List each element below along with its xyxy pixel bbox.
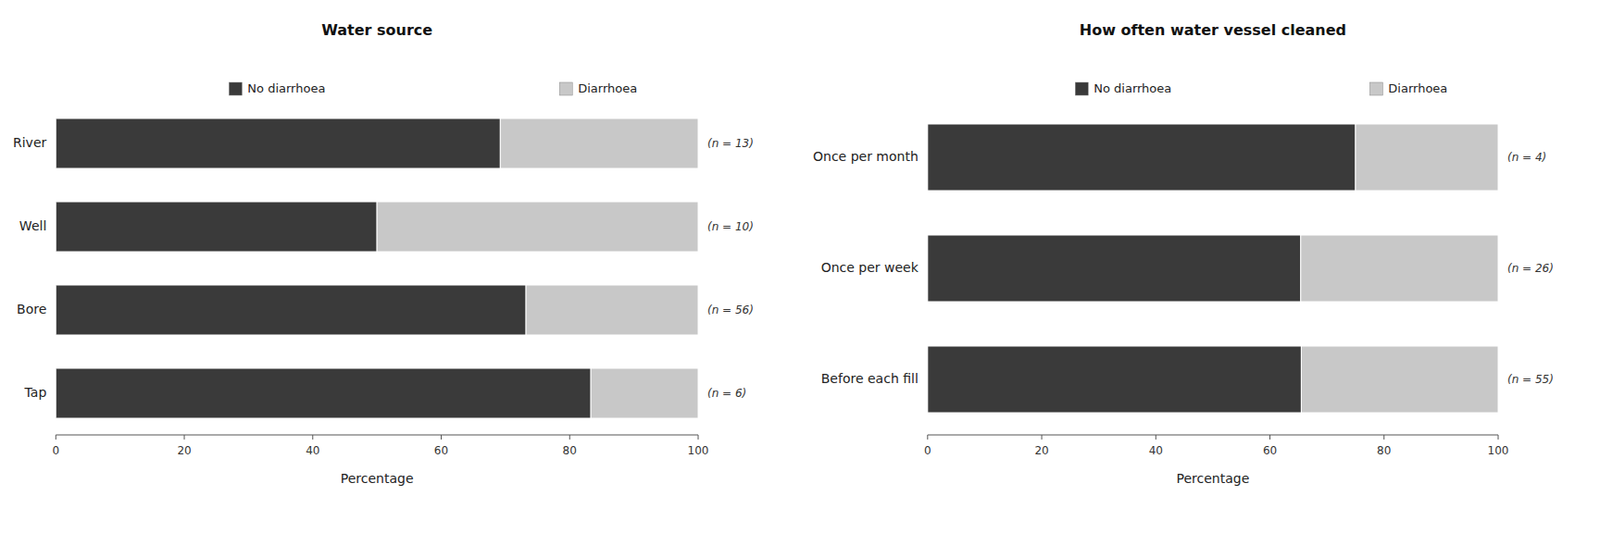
x-axis: 0 20 40 60 80 100 bbox=[51, 435, 709, 458]
tick-mark bbox=[440, 435, 442, 440]
legend-item: Diarrhoea bbox=[559, 81, 638, 97]
annotation: (n = 10) bbox=[707, 220, 754, 234]
axis-line bbox=[55, 435, 699, 437]
panel: Once per month Once per week Before each f… bbox=[812, 21, 1554, 487]
tick-mark bbox=[1383, 435, 1385, 440]
annotation: (n = 26) bbox=[1507, 262, 1554, 275]
tick-mark bbox=[1041, 435, 1043, 440]
category-label: Once per week bbox=[821, 260, 920, 275]
tick-label: 40 bbox=[1149, 444, 1163, 458]
tick-label: 20 bbox=[176, 444, 191, 458]
bar-segment bbox=[927, 346, 1302, 413]
bar-segment bbox=[55, 201, 377, 252]
x-axis-label: Percentage bbox=[340, 471, 414, 487]
legend-item: No diarrhoea bbox=[1075, 81, 1172, 97]
legend-label: No diarrhoea bbox=[247, 81, 325, 96]
tick-mark bbox=[698, 435, 700, 440]
bar-segment bbox=[55, 118, 500, 169]
legend-item: Diarrhoea bbox=[1369, 81, 1448, 97]
tick-label: 60 bbox=[434, 444, 449, 458]
bars bbox=[927, 124, 1499, 413]
bar-segment bbox=[376, 201, 699, 252]
tick-mark bbox=[312, 435, 313, 440]
x-axis: 0 20 40 60 80 100 bbox=[924, 435, 1509, 458]
chart-title: Water source bbox=[321, 21, 433, 39]
annotation: (n = 4) bbox=[1507, 150, 1547, 164]
legend-swatch bbox=[1075, 82, 1088, 96]
annotation: (n = 13) bbox=[707, 137, 754, 150]
bar-segment bbox=[55, 368, 591, 419]
tick-label: 0 bbox=[924, 444, 932, 458]
tick-mark bbox=[55, 435, 57, 440]
bar-segment bbox=[1300, 346, 1499, 413]
bar-segment bbox=[55, 285, 526, 336]
bar-segment bbox=[1300, 235, 1499, 302]
x-axis-label: Percentage bbox=[1176, 471, 1250, 487]
annotation: (n = 55) bbox=[1507, 373, 1554, 387]
category-label: Before each fill bbox=[821, 371, 919, 387]
tick-mark bbox=[569, 435, 571, 440]
legend-label: Diarrhoea bbox=[577, 81, 638, 96]
bar-segment bbox=[590, 368, 699, 419]
category-label: River bbox=[12, 135, 48, 150]
legend-item: No diarrhoea bbox=[228, 81, 325, 97]
bar-segment bbox=[927, 235, 1301, 302]
tick-mark bbox=[926, 435, 928, 440]
chart-title: How often water vessel cleaned bbox=[1079, 21, 1347, 39]
tick-label: 40 bbox=[305, 444, 320, 458]
tick-mark bbox=[1269, 435, 1271, 440]
panel: River Well Bore Tap Water source 0 20 40 60 80 100… bbox=[12, 21, 754, 487]
tick-label: 80 bbox=[1376, 444, 1391, 458]
tick-label: 20 bbox=[1034, 444, 1049, 458]
annotation: (n = 56) bbox=[707, 303, 754, 317]
bar-segment bbox=[500, 118, 699, 169]
axis-line bbox=[927, 435, 1499, 437]
legend-label: No diarrhoea bbox=[1093, 81, 1172, 96]
annotation: (n = 6) bbox=[707, 387, 747, 400]
legend-swatch bbox=[228, 82, 242, 96]
tick-label: 100 bbox=[687, 444, 710, 458]
category-label: Bore bbox=[16, 301, 47, 317]
tick-label: 60 bbox=[1262, 444, 1277, 458]
bar-segment bbox=[927, 124, 1356, 191]
tick-label: 100 bbox=[1487, 444, 1510, 458]
tick-mark bbox=[184, 435, 186, 440]
legend-swatch bbox=[1369, 82, 1383, 96]
category-label: Tap bbox=[24, 385, 48, 400]
bar-segment bbox=[525, 285, 699, 336]
tick-mark bbox=[1498, 435, 1500, 440]
bar-segment bbox=[1355, 124, 1499, 191]
category-label: Well bbox=[19, 218, 47, 234]
tick-label: 80 bbox=[562, 444, 577, 458]
legend-label: Diarrhoea bbox=[1387, 81, 1448, 96]
chart-root: River Well Bore Tap Water source 0 20 40 60 80 100… bbox=[0, 0, 1600, 533]
tick-mark bbox=[1155, 435, 1157, 440]
legend-swatch bbox=[559, 82, 573, 96]
category-label: Once per month bbox=[812, 149, 919, 164]
bars bbox=[55, 118, 699, 419]
tick-label: 0 bbox=[51, 444, 60, 458]
